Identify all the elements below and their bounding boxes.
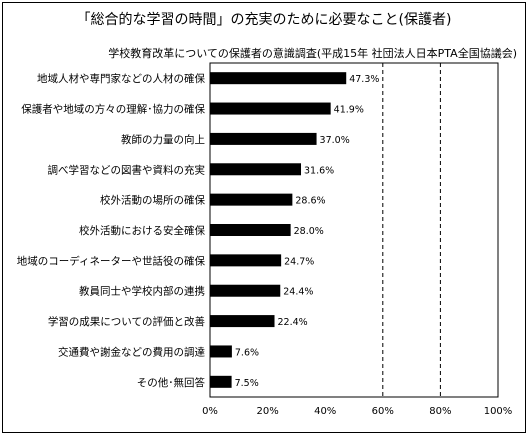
category-label: 校外活動の場所の確保 [100, 194, 205, 207]
bar [210, 224, 291, 236]
category-label: 地域のコーディネーターや世話役の確保 [17, 254, 206, 267]
bar [210, 163, 302, 176]
bar [210, 193, 293, 206]
bar [210, 102, 331, 115]
category-label: 交通費や謝金などの費用の調達 [58, 345, 205, 358]
category-label: 地域人材や専門家などの人材の確保 [37, 72, 205, 85]
category-label: 保護者や地域の方々の理解･協力の確保 [21, 103, 205, 116]
bar [210, 345, 232, 358]
chart-subtitle: 学校教育改革についての保護者の意識調査(平成15年 社団法人日本PTA全国協議会… [108, 47, 517, 60]
bar [210, 375, 232, 388]
bar-value-label: 22.4% [278, 317, 308, 328]
bar-value-label: 31.6% [304, 165, 334, 176]
bar [210, 315, 275, 328]
x-tick-label: 100% [484, 406, 513, 417]
x-tick-label: 60% [372, 406, 394, 417]
bar [210, 72, 347, 85]
x-tick-label: 40% [314, 406, 336, 417]
category-label: 学習の成果についての評価と改善 [48, 315, 205, 328]
bar [210, 284, 281, 297]
category-label: 教師の力量の向上 [121, 133, 205, 146]
x-tick-label: 80% [429, 406, 451, 417]
category-label: 調べ学習などの図書や資料の充実 [48, 163, 206, 176]
bar-value-label: 28.0% [294, 226, 324, 237]
x-tick-label: 0% [202, 406, 218, 417]
bar [210, 254, 282, 267]
bar-value-label: 24.7% [284, 256, 314, 267]
category-label: 校外活動における安全確保 [79, 224, 205, 237]
category-label: 教員同士や学校内部の連携 [79, 285, 205, 298]
bar-value-label: 37.0% [320, 135, 350, 146]
bar-value-label: 24.4% [283, 287, 313, 298]
bar-value-label: 47.3% [349, 74, 379, 85]
bar-value-label: 7.5% [235, 378, 259, 389]
bar-value-label: 7.6% [235, 347, 259, 358]
bar [210, 132, 317, 145]
x-tick-label: 20% [256, 406, 278, 417]
bar-value-label: 41.9% [334, 105, 364, 116]
chart-title: 「総合的な学習の時間」の充実のために必要なこと(保護者) [76, 12, 452, 28]
bar-value-label: 28.6% [295, 196, 325, 207]
category-label: その他･無回答 [137, 376, 206, 389]
